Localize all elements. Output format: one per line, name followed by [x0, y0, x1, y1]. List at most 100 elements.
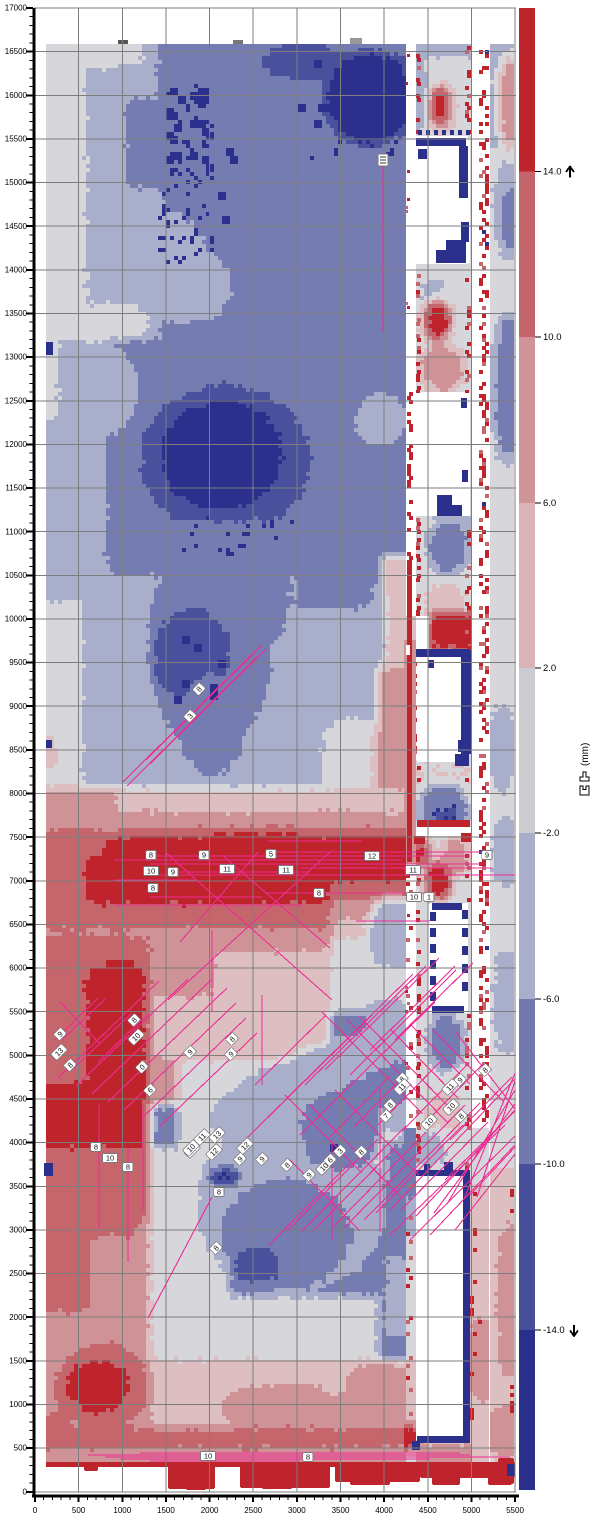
- svg-text:10000: 10000: [5, 615, 28, 624]
- svg-text:11: 11: [223, 865, 231, 874]
- svg-text:6: 6: [145, 1085, 154, 1094]
- svg-text:9: 9: [171, 868, 175, 877]
- svg-text:5000: 5000: [9, 1051, 27, 1060]
- svg-text:8: 8: [149, 851, 153, 860]
- svg-text:3: 3: [335, 1146, 344, 1155]
- svg-text:6: 6: [325, 1155, 334, 1164]
- svg-text:7500: 7500: [9, 833, 27, 842]
- svg-text:13500: 13500: [5, 309, 28, 318]
- svg-text:8500: 8500: [9, 746, 27, 755]
- svg-text:8: 8: [129, 1015, 138, 1024]
- svg-text:9: 9: [257, 1154, 266, 1163]
- svg-text:8: 8: [317, 889, 321, 898]
- svg-text:3: 3: [185, 712, 194, 721]
- svg-text:15500: 15500: [5, 135, 28, 144]
- svg-text:8: 8: [94, 1143, 98, 1152]
- svg-text:0: 0: [23, 1487, 28, 1496]
- svg-text:6500: 6500: [9, 920, 27, 929]
- svg-text:1000: 1000: [113, 1506, 131, 1515]
- svg-text:14.0: 14.0: [543, 167, 562, 178]
- svg-text:14000: 14000: [5, 265, 28, 274]
- svg-text:2000: 2000: [201, 1506, 219, 1515]
- svg-text:10: 10: [106, 1154, 114, 1163]
- svg-text:2500: 2500: [244, 1506, 262, 1515]
- svg-text:10: 10: [410, 893, 418, 902]
- svg-text:9: 9: [485, 851, 489, 860]
- svg-text:8: 8: [227, 1034, 236, 1043]
- svg-text:10: 10: [147, 867, 155, 876]
- svg-text:-14.0: -14.0: [543, 1325, 565, 1336]
- svg-text:8: 8: [217, 1188, 221, 1197]
- svg-text:7000: 7000: [9, 876, 27, 885]
- svg-text:1500: 1500: [157, 1506, 175, 1515]
- svg-text:4000: 4000: [375, 1506, 393, 1515]
- svg-text:11: 11: [282, 866, 290, 875]
- svg-text:8: 8: [356, 1147, 365, 1156]
- svg-text:-10.0: -10.0: [543, 1159, 565, 1170]
- svg-text:9: 9: [202, 851, 206, 860]
- svg-text:7: 7: [381, 1111, 390, 1120]
- svg-text:2500: 2500: [9, 1269, 27, 1278]
- svg-text:9: 9: [455, 1075, 464, 1084]
- svg-text:9500: 9500: [9, 658, 27, 667]
- svg-text:11: 11: [396, 1081, 408, 1093]
- svg-text:6.0: 6.0: [543, 498, 556, 509]
- svg-text:17000: 17000: [5, 4, 28, 13]
- svg-text:5500: 5500: [9, 1007, 27, 1016]
- svg-text:5500: 5500: [506, 1506, 524, 1515]
- svg-text:11000: 11000: [5, 527, 27, 536]
- svg-text:12000: 12000: [5, 440, 28, 449]
- svg-text:8: 8: [385, 1100, 394, 1109]
- svg-text:8: 8: [480, 1065, 489, 1074]
- svg-text:2.0: 2.0: [543, 663, 556, 674]
- svg-text:4500: 4500: [9, 1095, 27, 1104]
- svg-text:4000: 4000: [9, 1138, 27, 1147]
- svg-text:500: 500: [72, 1506, 86, 1515]
- svg-text:8: 8: [282, 1160, 291, 1169]
- svg-text:15000: 15000: [5, 178, 28, 187]
- svg-text:13000: 13000: [5, 353, 28, 362]
- svg-text:16000: 16000: [5, 91, 28, 100]
- svg-text:5000: 5000: [463, 1506, 481, 1515]
- svg-text:3000: 3000: [288, 1506, 306, 1515]
- svg-text:8: 8: [397, 1074, 406, 1083]
- svg-text:4500: 4500: [419, 1506, 437, 1515]
- svg-text:9: 9: [185, 1047, 194, 1056]
- svg-text:6000: 6000: [9, 964, 27, 973]
- svg-text:5: 5: [269, 850, 273, 859]
- svg-text:12500: 12500: [5, 396, 28, 405]
- svg-text:2000: 2000: [9, 1313, 27, 1322]
- svg-text:10: 10: [204, 1452, 212, 1461]
- svg-text:9: 9: [304, 1170, 313, 1179]
- svg-text:9: 9: [226, 1049, 235, 1058]
- svg-text:8: 8: [211, 1243, 220, 1252]
- svg-text:0: 0: [33, 1506, 38, 1515]
- svg-text:8: 8: [194, 685, 203, 694]
- svg-text:11: 11: [196, 1131, 208, 1143]
- svg-text:1000: 1000: [9, 1400, 27, 1409]
- svg-text:8: 8: [126, 1163, 130, 1172]
- svg-text:1500: 1500: [9, 1356, 27, 1365]
- svg-text:3500: 3500: [332, 1506, 350, 1515]
- svg-text:10.0: 10.0: [543, 332, 562, 343]
- svg-text:11: 11: [409, 866, 417, 875]
- svg-text:8: 8: [151, 884, 155, 893]
- svg-text:11: 11: [444, 1081, 456, 1093]
- svg-text:3000: 3000: [9, 1226, 27, 1235]
- svg-text:8: 8: [65, 1060, 74, 1069]
- svg-text:3500: 3500: [9, 1182, 27, 1191]
- svg-text:9: 9: [55, 1029, 64, 1038]
- svg-text:8: 8: [456, 1111, 465, 1120]
- svg-text:(mm): (mm): [580, 743, 591, 766]
- svg-text:16500: 16500: [5, 47, 28, 56]
- svg-text:9000: 9000: [9, 702, 27, 711]
- svg-text:11500: 11500: [5, 484, 27, 493]
- svg-text:1: 1: [427, 893, 431, 902]
- svg-text:12: 12: [368, 852, 376, 861]
- svg-text:500: 500: [14, 1444, 28, 1453]
- svg-text:10500: 10500: [5, 571, 28, 580]
- svg-text:9: 9: [235, 1154, 244, 1163]
- svg-text:0: 0: [137, 1062, 146, 1071]
- svg-text:-2.0: -2.0: [543, 828, 559, 839]
- svg-text:8: 8: [306, 1453, 310, 1462]
